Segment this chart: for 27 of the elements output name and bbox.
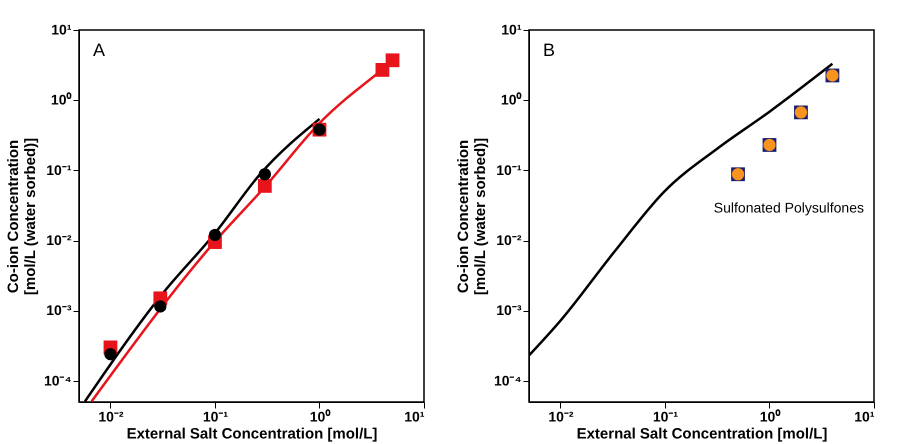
x-tick-label: 10⁻² [548, 408, 574, 424]
y-tick-label: 10⁻³ [496, 302, 522, 318]
y-tick-label: 10⁻⁴ [44, 372, 72, 388]
y-tick-label: 10⁻³ [46, 302, 72, 318]
x-tick-label: 10⁻¹ [652, 408, 678, 424]
x-tick-label: 10⁰ [310, 408, 330, 424]
y-tick-label: 10⁻¹ [496, 162, 522, 178]
x-axis-title: External Salt Concentration [mol/L] [576, 426, 828, 442]
x-tick-label: 10¹ [404, 408, 425, 424]
x-tick-label: 10⁰ [760, 408, 780, 424]
x-tick-label: 10¹ [854, 408, 875, 424]
y-tick-label: 10⁻² [46, 232, 72, 248]
annotation: A [93, 40, 106, 60]
y-tick-label: 10⁻⁴ [494, 372, 522, 388]
y-axis-title: Co-ion Concentration [mol/L (water sorbed)] [5, 138, 40, 296]
y-tick-label: 10⁰ [50, 92, 72, 108]
annotation: Sulfonated Polysulfones [714, 200, 864, 216]
y-tick-label: 10⁻¹ [46, 162, 72, 178]
annotation: B [543, 40, 556, 60]
x-tick-label: 10⁻¹ [202, 408, 228, 424]
y-axis-title: Co-ion Concentration [mol/L (water sorbed)] [455, 138, 490, 296]
x-axis-title: External Salt Concentration [mol/L] [126, 426, 378, 442]
y-tick-label: 10¹ [51, 22, 72, 38]
y-tick-label: 10⁻² [496, 232, 522, 248]
x-tick-label: 10⁻² [98, 408, 124, 424]
y-tick-label: 10¹ [501, 22, 522, 38]
y-tick-label: 10⁰ [500, 92, 522, 108]
